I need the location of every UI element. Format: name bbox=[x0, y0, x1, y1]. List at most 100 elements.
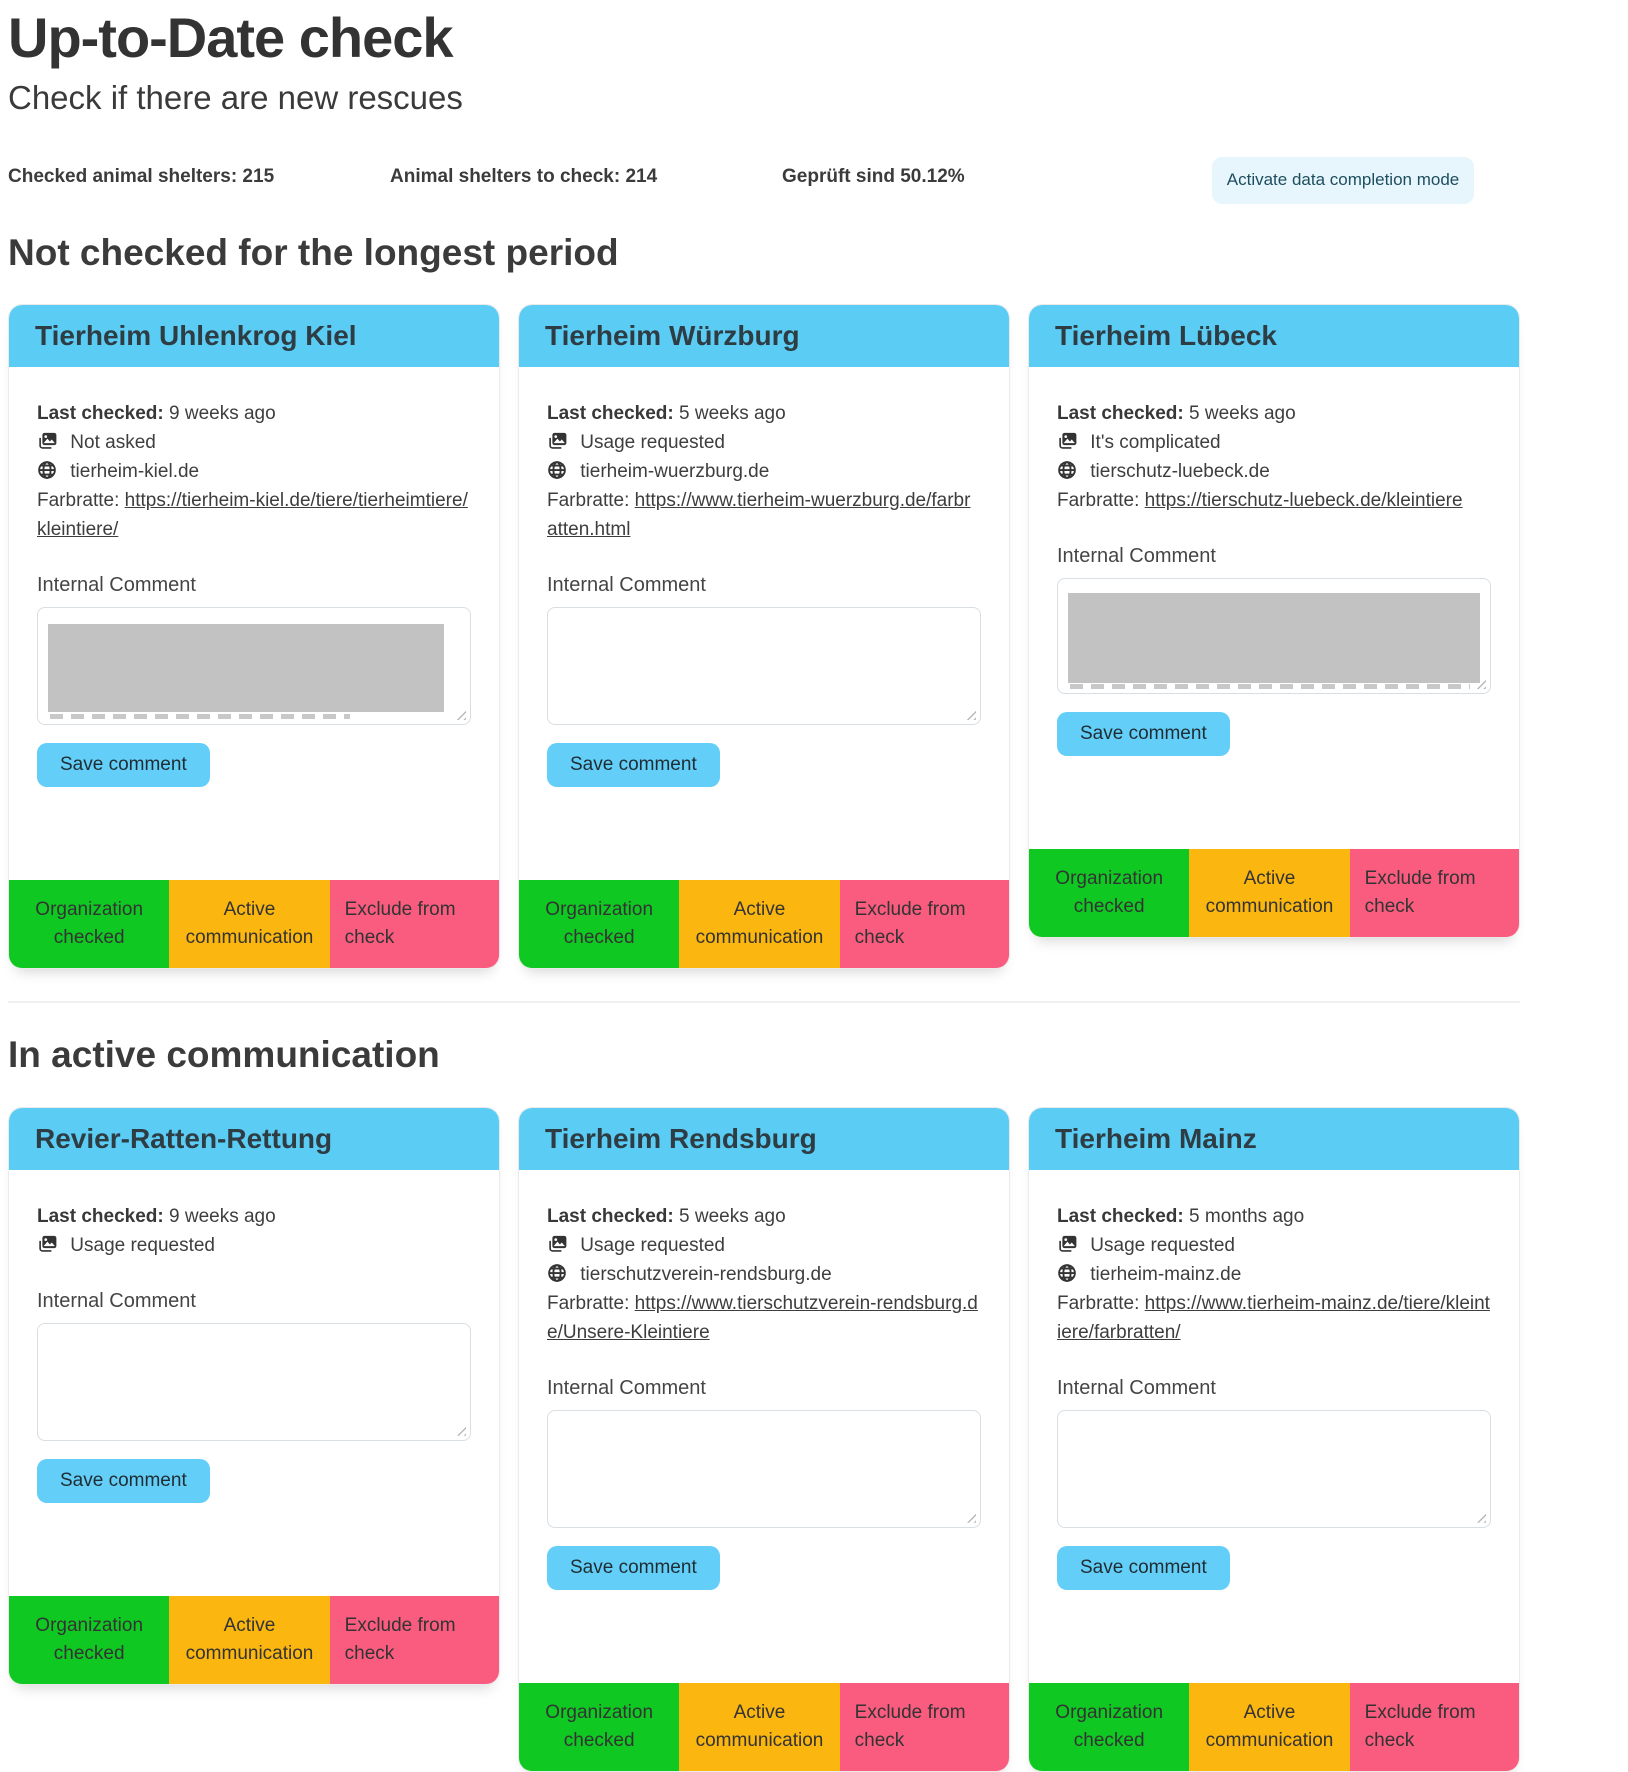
farbratte-line: Farbratte: https://tierheim-kiel.de/tier… bbox=[37, 486, 471, 544]
exclude-from-check-button[interactable]: Exclude from check bbox=[329, 1595, 499, 1684]
active-communication-button[interactable]: Active communication bbox=[679, 1682, 840, 1771]
status-text: Not asked bbox=[70, 432, 156, 454]
last-checked-line: Last checked: 5 months ago bbox=[1057, 1202, 1491, 1231]
status-text: Usage requested bbox=[70, 1234, 215, 1256]
farbratte-label: Farbratte: bbox=[547, 1292, 630, 1314]
active-communication-button[interactable]: Active communication bbox=[1189, 1682, 1350, 1771]
comment-textarea[interactable] bbox=[1057, 1409, 1491, 1528]
internal-comment-label: Internal Comment bbox=[547, 1376, 706, 1399]
stat-percent-checked: Geprüft sind 50.12% bbox=[782, 165, 965, 187]
status-text: Usage requested bbox=[1090, 1234, 1235, 1256]
last-checked-label: Last checked: bbox=[547, 403, 674, 425]
organization-checked-button[interactable]: Organization checked bbox=[9, 1595, 170, 1684]
shelter-name: Revier-Ratten-Rettung bbox=[35, 1122, 333, 1154]
internal-comment-label: Internal Comment bbox=[547, 574, 706, 597]
internal-comment-label: Internal Comment bbox=[1057, 545, 1216, 568]
card-footer: Organization checked Active communicatio… bbox=[1029, 849, 1519, 938]
last-checked-label: Last checked: bbox=[1057, 403, 1184, 425]
save-comment-button[interactable]: Save comment bbox=[547, 743, 720, 788]
website-line: tierheim-wuerzburg.de bbox=[547, 457, 981, 486]
status-text: Usage requested bbox=[580, 1234, 725, 1256]
website-text: tierheim-wuerzburg.de bbox=[580, 461, 770, 483]
save-comment-button[interactable]: Save comment bbox=[37, 1458, 210, 1503]
status-line: Usage requested bbox=[547, 1231, 981, 1260]
redacted-text-peek bbox=[1070, 684, 1470, 690]
shelter-card-header: Tierheim Würzburg bbox=[519, 305, 1009, 368]
shelter-name: Tierheim Rendsburg bbox=[545, 1122, 817, 1154]
comment-textarea[interactable] bbox=[37, 607, 471, 726]
organization-checked-button[interactable]: Organization checked bbox=[9, 880, 170, 969]
comment-textarea[interactable] bbox=[547, 607, 981, 726]
save-comment-button[interactable]: Save comment bbox=[1057, 712, 1230, 757]
active-communication-button[interactable]: Active communication bbox=[1189, 849, 1350, 938]
status-text: It's complicated bbox=[1090, 432, 1221, 454]
section-divider bbox=[8, 1001, 1520, 1004]
status-line: Not asked bbox=[37, 428, 471, 457]
comment-textarea[interactable] bbox=[547, 1409, 981, 1528]
shelter-name: Tierheim Würzburg bbox=[545, 320, 800, 352]
resize-handle-icon[interactable] bbox=[455, 1424, 466, 1436]
farbratte-link[interactable]: https://tierheim-kiel.de/tiere/tierheimt… bbox=[37, 490, 468, 541]
last-checked-value: 5 months ago bbox=[1189, 1205, 1305, 1227]
exclude-from-check-button[interactable]: Exclude from check bbox=[1349, 849, 1519, 938]
cards-row-not-checked: Tierheim Uhlenkrog Kiel Last checked: 9 … bbox=[8, 304, 1520, 970]
farbratte-label: Farbratte: bbox=[37, 490, 120, 512]
website-line: tierheim-kiel.de bbox=[37, 457, 471, 486]
internal-comment-label: Internal Comment bbox=[37, 1289, 196, 1312]
resize-handle-icon[interactable] bbox=[1475, 1511, 1486, 1523]
active-communication-button[interactable]: Active communication bbox=[169, 1595, 330, 1684]
resize-handle-icon[interactable] bbox=[965, 709, 976, 721]
shelter-card: Tierheim Würzburg Last checked: 5 weeks … bbox=[518, 304, 1010, 970]
shelter-card: Tierheim Lübeck Last checked: 5 weeks ag… bbox=[1028, 304, 1520, 939]
exclude-from-check-button[interactable]: Exclude from check bbox=[839, 880, 1009, 969]
card-footer: Organization checked Active communicatio… bbox=[1029, 1682, 1519, 1771]
shelter-card-header: Tierheim Rendsburg bbox=[519, 1107, 1009, 1170]
farbratte-line: Farbratte: https://www.tierheim-mainz.de… bbox=[1057, 1289, 1491, 1347]
last-checked-value: 5 weeks ago bbox=[679, 1205, 786, 1227]
images-icon bbox=[37, 431, 57, 451]
comment-textarea[interactable] bbox=[1057, 578, 1491, 695]
farbratte-line: Farbratte: https://www.tierschutzverein-… bbox=[547, 1289, 981, 1347]
exclude-from-check-button[interactable]: Exclude from check bbox=[839, 1682, 1009, 1771]
exclude-from-check-button[interactable]: Exclude from check bbox=[329, 880, 499, 969]
internal-comment-label: Internal Comment bbox=[37, 574, 196, 597]
images-icon bbox=[1057, 1234, 1077, 1254]
resize-handle-icon[interactable] bbox=[1475, 678, 1486, 690]
organization-checked-button[interactable]: Organization checked bbox=[519, 880, 680, 969]
organization-checked-button[interactable]: Organization checked bbox=[1029, 849, 1190, 938]
last-checked-line: Last checked: 5 weeks ago bbox=[1057, 399, 1491, 428]
resize-handle-icon[interactable] bbox=[965, 1511, 976, 1523]
website-line: tierschutz-luebeck.de bbox=[1057, 457, 1491, 486]
page-title: Up-to-Date check bbox=[8, 6, 454, 69]
active-communication-button[interactable]: Active communication bbox=[169, 880, 330, 969]
shelter-card-header: Tierheim Lübeck bbox=[1029, 305, 1519, 368]
status-line: Usage requested bbox=[1057, 1231, 1491, 1260]
images-icon bbox=[547, 1234, 567, 1254]
last-checked-value: 5 weeks ago bbox=[1189, 403, 1296, 425]
images-icon bbox=[547, 431, 567, 451]
resize-handle-icon[interactable] bbox=[455, 709, 466, 721]
comment-textarea[interactable] bbox=[37, 1322, 471, 1441]
farbratte-label: Farbratte: bbox=[1057, 1292, 1140, 1314]
card-footer: Organization checked Active communicatio… bbox=[9, 880, 499, 969]
exclude-from-check-button[interactable]: Exclude from check bbox=[1349, 1682, 1519, 1771]
save-comment-button[interactable]: Save comment bbox=[1057, 1545, 1230, 1590]
farbratte-label: Farbratte: bbox=[1057, 490, 1140, 512]
shelter-card-header: Revier-Ratten-Rettung bbox=[9, 1107, 499, 1170]
last-checked-value: 5 weeks ago bbox=[679, 403, 786, 425]
last-checked-label: Last checked: bbox=[1057, 1205, 1184, 1227]
save-comment-button[interactable]: Save comment bbox=[37, 743, 210, 788]
save-comment-button[interactable]: Save comment bbox=[547, 1545, 720, 1590]
organization-checked-button[interactable]: Organization checked bbox=[519, 1682, 680, 1771]
redaction-overlay bbox=[48, 624, 444, 713]
section-heading-not-checked: Not checked for the longest period bbox=[8, 231, 619, 273]
farbratte-link[interactable]: https://tierschutz-luebeck.de/kleintiere bbox=[1144, 490, 1463, 512]
farbratte-link[interactable]: https://www.tierheim-wuerzburg.de/farbra… bbox=[547, 490, 971, 541]
last-checked-line: Last checked: 9 weeks ago bbox=[37, 1202, 471, 1231]
organization-checked-button[interactable]: Organization checked bbox=[1029, 1682, 1190, 1771]
active-communication-button[interactable]: Active communication bbox=[679, 880, 840, 969]
activate-data-completion-button[interactable]: Activate data completion mode bbox=[1212, 156, 1474, 204]
globe-icon bbox=[547, 460, 567, 480]
farbratte-line: Farbratte: https://tierschutz-luebeck.de… bbox=[1057, 486, 1491, 515]
website-line: tierschutzverein-rendsburg.de bbox=[547, 1260, 981, 1289]
